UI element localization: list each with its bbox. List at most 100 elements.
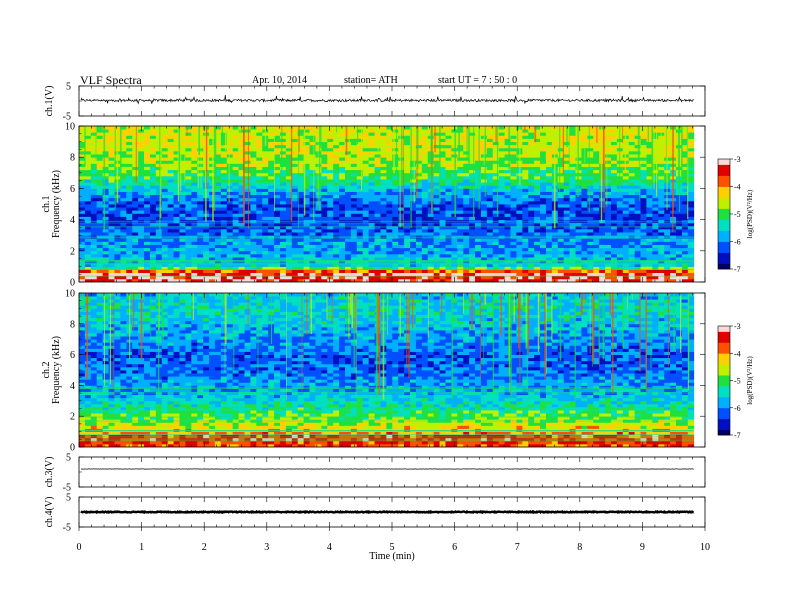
heatmap-cell: [161, 210, 169, 214]
heatmap-cell: [191, 138, 198, 142]
heatmap-cell: [303, 216, 310, 220]
heatmap-cell: [220, 182, 228, 186]
heatmap-cell: [670, 272, 677, 277]
heatmap-cell: [522, 135, 529, 139]
heatmap-cell: [108, 266, 115, 270]
heatmap-cell: [658, 175, 665, 180]
heatmap-cell: [203, 275, 210, 280]
heatmap-cell: [344, 272, 352, 277]
heatmap-cell: [339, 138, 346, 142]
heatmap-cell: [593, 238, 600, 242]
heatmap-cell: [640, 160, 647, 164]
heatmap-cell: [480, 207, 488, 211]
heatmap-cell: [628, 141, 636, 146]
heatmap-cell: [291, 241, 299, 245]
heatmap-cell: [303, 257, 310, 261]
heatmap-cell: [545, 238, 553, 242]
heatmap-cell: [108, 185, 115, 189]
heatmap-cell: [132, 207, 139, 211]
heatmap-cell: [415, 278, 423, 282]
heatmap-cell: [664, 241, 671, 245]
heatmap-cell: [469, 260, 476, 264]
heatmap-cell: [256, 157, 263, 161]
heatmap-cell: [132, 191, 139, 196]
heatmap-cell: [386, 253, 393, 258]
heatmap-cell: [510, 275, 517, 280]
heatmap-cell: [652, 163, 659, 167]
heatmap-cell: [285, 166, 293, 171]
heatmap-cell: [84, 204, 92, 208]
heatmap-cell: [658, 260, 665, 264]
heatmap-cell: [380, 179, 387, 183]
heatmap-cell: [498, 194, 505, 199]
heatmap-cell: [463, 163, 470, 167]
heatmap-cell: [309, 228, 316, 233]
heatmap-cell: [167, 241, 174, 245]
heatmap-cell: [327, 216, 334, 220]
heatmap-cell: [350, 225, 358, 230]
heatmap-cell: [480, 216, 488, 220]
heatmap-cell: [593, 253, 600, 258]
heatmap-cell: [132, 216, 139, 220]
heatmap-cell: [522, 204, 529, 208]
heatmap-cell: [297, 197, 305, 202]
heatmap-cell: [226, 191, 234, 196]
heatmap-cell: [185, 225, 192, 230]
heatmap-cell: [149, 160, 157, 164]
heatmap-cell: [593, 197, 600, 202]
heatmap-cell: [640, 163, 647, 167]
heatmap-cell: [155, 253, 163, 258]
heatmap-cell: [126, 188, 133, 192]
heatmap-cell: [569, 216, 576, 220]
heatmap-cell: [658, 182, 665, 186]
heatmap-cell: [126, 150, 133, 155]
heatmap-cell: [262, 244, 269, 249]
heatmap-cell: [214, 275, 222, 280]
heatmap-cell: [297, 135, 305, 139]
heatmap-cell: [463, 138, 470, 142]
heatmap-cell: [492, 175, 500, 180]
heatmap-cell: [374, 266, 381, 270]
heatmap-cell: [415, 185, 423, 189]
heatmap-cell: [279, 141, 287, 146]
heatmap-cell: [279, 150, 287, 155]
heatmap-cell: [250, 272, 257, 277]
heatmap-cell: [439, 260, 446, 264]
heatmap-cell: [209, 169, 216, 174]
heatmap-cell: [309, 238, 316, 242]
heatmap-cell: [333, 163, 340, 167]
heatmap-cell: [569, 166, 576, 171]
heatmap-cell: [475, 244, 482, 249]
heatmap-cell: [475, 154, 482, 158]
heatmap-cell: [545, 179, 553, 183]
heatmap-cell: [179, 278, 186, 282]
heatmap-cell: [415, 194, 423, 199]
heatmap-cell: [634, 166, 641, 171]
heatmap-cell: [209, 253, 216, 258]
heatmap-cell: [344, 241, 352, 245]
heatmap-cell: [427, 210, 435, 214]
heatmap-cell: [640, 135, 647, 139]
heatmap-cell: [327, 260, 334, 264]
heatmap-cell: [646, 216, 653, 220]
heatmap-cell: [534, 260, 541, 264]
heatmap-cell: [540, 241, 547, 245]
heatmap-cell: [333, 207, 340, 211]
heatmap-cell: [622, 194, 630, 199]
heatmap-cell: [492, 194, 500, 199]
heatmap-cell: [126, 147, 133, 152]
heatmap-cell: [232, 191, 239, 196]
heatmap-cell: [540, 138, 547, 142]
heatmap-cell: [209, 172, 216, 177]
heatmap-cell: [344, 228, 352, 233]
heatmap-cell: [291, 257, 299, 261]
heatmap-cell: [439, 238, 446, 242]
heatmap-cell: [628, 169, 636, 174]
heatmap-cell: [587, 244, 594, 249]
heatmap-cell: [634, 157, 641, 161]
heatmap-cell: [191, 244, 198, 249]
heatmap-cell: [279, 197, 287, 202]
heatmap-cell: [380, 200, 387, 205]
heatmap-cell: [197, 169, 204, 174]
heatmap-cell: [469, 266, 476, 270]
